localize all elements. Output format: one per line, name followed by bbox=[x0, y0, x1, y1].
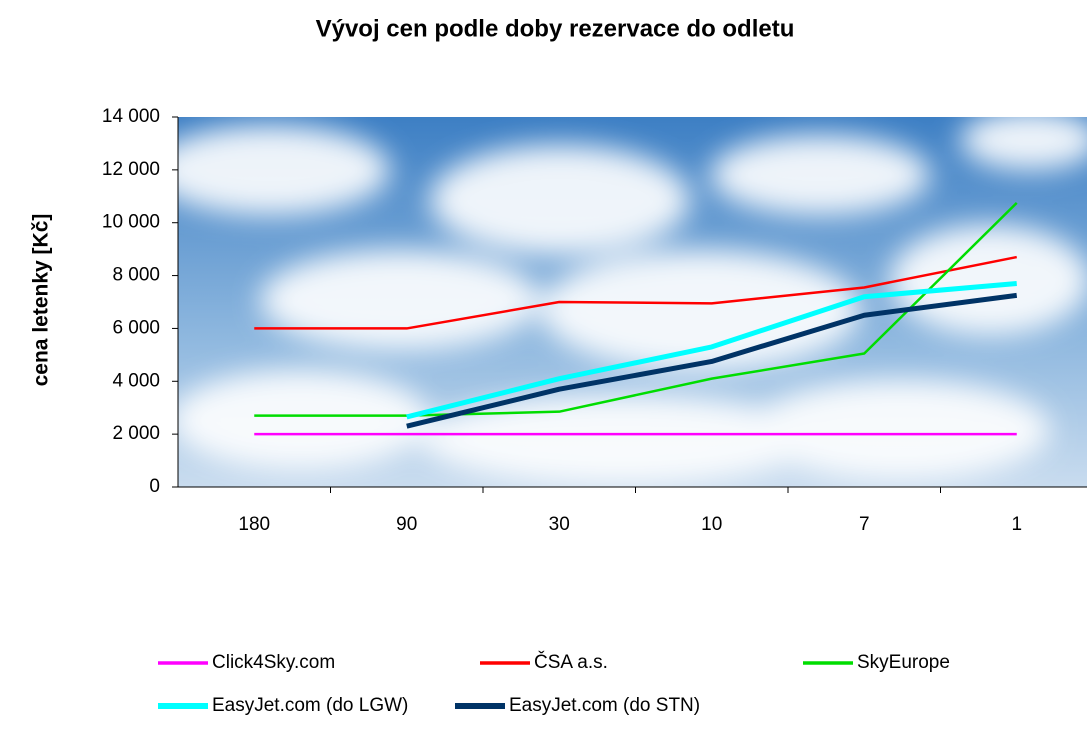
chart: Vývoj cen podle doby rezervace do odletu… bbox=[0, 0, 1087, 744]
y-tick-label: 4 000 bbox=[112, 370, 160, 391]
legend-label: ČSA a.s. bbox=[534, 651, 608, 673]
x-tick-label: 30 bbox=[549, 514, 570, 535]
y-tick-label: 2 000 bbox=[112, 423, 160, 444]
y-tick-label: 10 000 bbox=[102, 212, 160, 233]
y-tick-label: 14 000 bbox=[102, 106, 160, 127]
x-tick-label: 10 bbox=[701, 514, 722, 535]
y-axis-title: cena letenky [Kč] bbox=[30, 214, 53, 387]
x-tick-label: 90 bbox=[396, 514, 417, 535]
y-tick-label: 8 000 bbox=[112, 265, 160, 286]
plot-background bbox=[150, 110, 1087, 487]
legend-label: EasyJet.com (do LGW) bbox=[212, 695, 408, 716]
legend-label: Click4Sky.com bbox=[212, 652, 335, 673]
x-tick-label: 180 bbox=[238, 514, 270, 535]
y-tick-label: 6 000 bbox=[112, 317, 160, 338]
legend-label: EasyJet.com (do STN) bbox=[509, 695, 700, 716]
x-tick-label: 7 bbox=[859, 514, 870, 535]
chart-title: Vývoj cen podle doby rezervace do odletu bbox=[316, 15, 795, 42]
y-tick-label: 0 bbox=[149, 476, 160, 497]
y-tick-label: 12 000 bbox=[102, 159, 160, 180]
x-tick-label: 1 bbox=[1011, 514, 1022, 535]
legend-label: SkyEurope bbox=[857, 652, 950, 673]
